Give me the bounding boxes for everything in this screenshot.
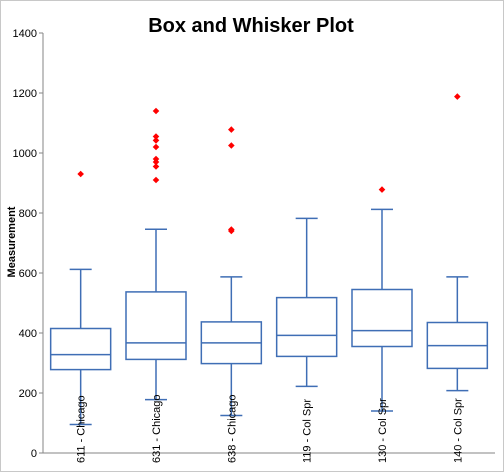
outlier-point [152,155,160,163]
outlier-point [454,93,461,100]
y-tick-label: 400 [19,328,37,340]
y-tick-label: 1400 [13,28,37,40]
outlier-point [77,170,84,178]
iqr-box [125,291,187,361]
x-category-label: 119 - Col Spr [302,399,314,463]
x-category-label: 631 - Chicago [151,395,163,464]
outlier-point [152,163,160,170]
outlier-point [152,107,160,115]
chart-title: Box and Whisker Plot [148,15,354,37]
y-axis-title: Measurement [6,206,18,277]
x-category-label: 130 - Col Spr [377,398,389,463]
iqr-box [351,288,413,348]
x-category-label: 638 - Chicago [226,395,238,464]
outlier-point [228,226,235,233]
outlier-point [152,137,160,144]
iqr-box [49,327,112,371]
y-tick-label: 1000 [13,148,37,160]
y-tick-label: 800 [19,208,37,220]
outlier-point [152,143,160,151]
outlier-point [152,176,160,184]
plot-area: 0 200 400 600 800 1000 1200 1400 611 - Chicago 63… [13,28,495,463]
y-tick-label: 0 [31,448,37,460]
y-tick-label: 200 [19,388,37,400]
y-tick-label: 600 [19,268,37,280]
iqr-box [275,296,338,358]
outlier-point [378,186,386,193]
x-category-label: 140 - Col Spr [452,398,464,463]
outlier-point [228,126,235,133]
x-category-label: 611 - Chicago [76,395,88,463]
outlier-point [228,142,235,149]
y-tick-label: 1200 [13,88,37,100]
outlier-point [152,133,160,140]
